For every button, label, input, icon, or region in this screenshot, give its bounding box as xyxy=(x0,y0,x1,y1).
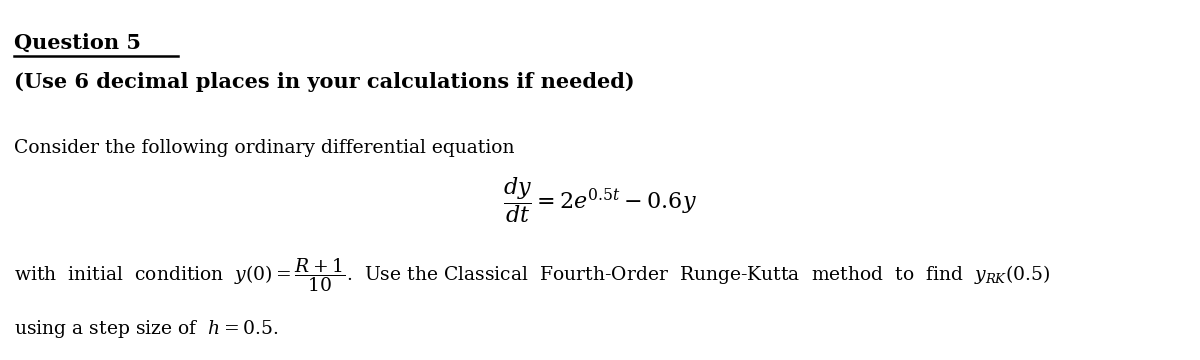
Text: using a step size of  $h = 0.5$.: using a step size of $h = 0.5$. xyxy=(14,318,280,341)
Text: $\dfrac{dy}{dt} = 2e^{0.5t} - 0.6y$: $\dfrac{dy}{dt} = 2e^{0.5t} - 0.6y$ xyxy=(503,175,697,225)
Text: (Use 6 decimal places in your calculations if needed): (Use 6 decimal places in your calculatio… xyxy=(14,72,635,92)
Text: with  initial  condition  $y(0) = \dfrac{R+1}{10}$.  Use the Classical  Fourth-O: with initial condition $y(0) = \dfrac{R+… xyxy=(14,256,1051,294)
Text: Consider the following ordinary differential equation: Consider the following ordinary differen… xyxy=(14,139,515,157)
Text: Question 5: Question 5 xyxy=(14,32,142,53)
